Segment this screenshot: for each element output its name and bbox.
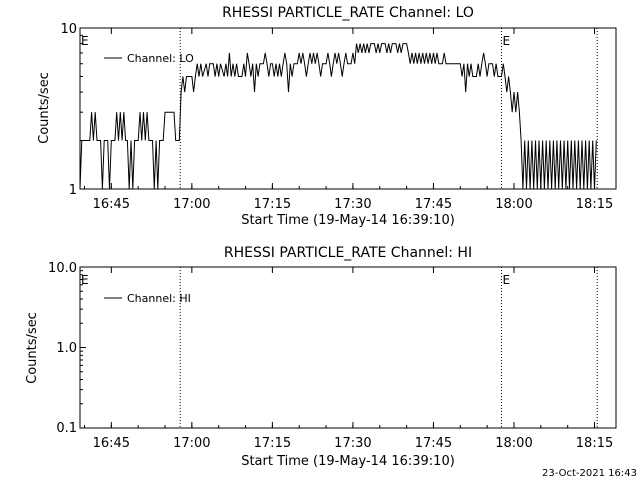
legend-entry: Channel: HI bbox=[127, 292, 191, 305]
x-tick-label: 17:00 bbox=[173, 436, 210, 451]
y-tick-label-1: 1 bbox=[69, 183, 77, 198]
y-axis-label: Counts/sec bbox=[37, 72, 52, 144]
x-axis-label: Start Time (19-May-14 16:39:10) bbox=[241, 454, 455, 469]
x-tick-label: 18:00 bbox=[495, 436, 532, 451]
x-tick-label: 18:00 bbox=[495, 197, 532, 212]
marker-label: E bbox=[502, 273, 510, 287]
x-tick-label: 17:45 bbox=[415, 197, 452, 212]
marker-label: E bbox=[81, 34, 89, 48]
x-tick-label: 18:15 bbox=[576, 436, 613, 451]
x-tick-label: 17:15 bbox=[254, 197, 291, 212]
chart-title: RHESSI PARTICLE_RATE Channel: LO bbox=[222, 5, 474, 21]
marker-label: E bbox=[81, 273, 89, 287]
plot-frame bbox=[79, 27, 617, 190]
chart-hi: RHESSI PARTICLE_RATE Channel: HI E E 16:4… bbox=[25, 245, 617, 469]
y-tick-label-1.0: 1.0 bbox=[56, 341, 77, 356]
x-tick-label: 17:00 bbox=[173, 197, 210, 212]
chart-title: RHESSI PARTICLE_RATE Channel: HI bbox=[224, 245, 472, 261]
legend-entry: Channel: LO bbox=[127, 52, 194, 65]
marker-label: E bbox=[502, 34, 510, 48]
series-line-lo bbox=[79, 43, 597, 190]
y-tick-label-10: 10 bbox=[60, 22, 77, 37]
y-tick-label-0.1: 0.1 bbox=[56, 421, 77, 436]
y-tick-label-10.0: 10.0 bbox=[48, 261, 77, 276]
chart-lo: RHESSI PARTICLE_RATE Channel: LO E E 16:4… bbox=[37, 5, 617, 228]
x-tick-label: 17:30 bbox=[334, 436, 371, 451]
x-tick-label: 16:45 bbox=[93, 436, 130, 451]
y-axis-label: Counts/sec bbox=[25, 312, 40, 384]
x-tick-label: 18:15 bbox=[576, 197, 613, 212]
footer-timestamp: 23-Oct-2021 16:43 bbox=[542, 468, 637, 479]
x-tick-label: 17:45 bbox=[415, 436, 452, 451]
x-tick-label: 17:30 bbox=[334, 197, 371, 212]
x-tick-label: 16:45 bbox=[93, 197, 130, 212]
x-tick-label: 17:15 bbox=[254, 436, 291, 451]
x-axis-label: Start Time (19-May-14 16:39:10) bbox=[241, 213, 455, 228]
